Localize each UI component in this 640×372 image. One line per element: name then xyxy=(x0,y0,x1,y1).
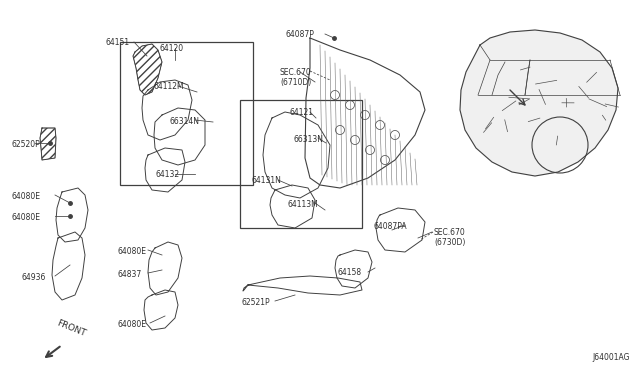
Text: 64120: 64120 xyxy=(160,44,184,53)
Text: 64132: 64132 xyxy=(155,170,179,179)
Text: 64121: 64121 xyxy=(289,108,313,117)
Text: SEC.670: SEC.670 xyxy=(434,228,466,237)
Text: 64151: 64151 xyxy=(106,38,130,47)
Text: FRONT: FRONT xyxy=(55,318,86,338)
Text: 64837: 64837 xyxy=(117,270,141,279)
Text: (6710D): (6710D) xyxy=(280,78,311,87)
Text: 64112M: 64112M xyxy=(153,82,184,91)
Text: SEC.670: SEC.670 xyxy=(280,68,312,77)
Text: 64113M: 64113M xyxy=(288,200,319,209)
Text: 64080E: 64080E xyxy=(117,320,146,329)
Text: 64080E: 64080E xyxy=(12,192,41,201)
Bar xyxy=(120,42,253,185)
Polygon shape xyxy=(460,30,618,176)
Text: 66313N: 66313N xyxy=(294,135,324,144)
Text: 66314N: 66314N xyxy=(170,117,200,126)
Text: 64158: 64158 xyxy=(338,268,362,277)
Text: 64131N: 64131N xyxy=(252,176,282,185)
Text: 64087P: 64087P xyxy=(285,30,314,39)
Text: 64087PA: 64087PA xyxy=(374,222,408,231)
Text: J64001AG: J64001AG xyxy=(593,353,630,362)
Text: 62521P: 62521P xyxy=(242,298,271,307)
Text: (6730D): (6730D) xyxy=(434,238,465,247)
Text: 62520P: 62520P xyxy=(12,140,41,149)
Bar xyxy=(240,100,362,228)
Text: 64080E: 64080E xyxy=(117,247,146,256)
Text: 64936: 64936 xyxy=(22,273,46,282)
Text: 64080E: 64080E xyxy=(12,213,41,222)
